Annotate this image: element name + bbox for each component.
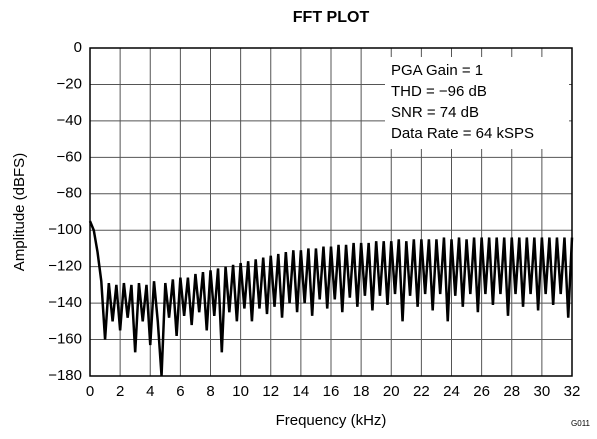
y-tick-label: −60 [57, 148, 82, 165]
y-tick-label: −140 [48, 294, 82, 311]
annotation-box [385, 57, 569, 149]
x-tick-label: 26 [473, 383, 490, 400]
x-tick-label: 30 [534, 383, 551, 400]
annotation: PGA Gain = 1 [391, 62, 483, 79]
data-line [88, 220, 574, 377]
annotation: Data Rate = 64 kSPS [391, 125, 534, 142]
annotation: THD = −96 dB [391, 83, 487, 100]
x-tick-label: 4 [146, 383, 154, 400]
y-tick-label: −160 [48, 331, 82, 348]
y-tick-label: −100 [48, 221, 82, 238]
x-tick-label: 22 [413, 383, 430, 400]
x-tick-label: 28 [503, 383, 520, 400]
x-tick-label: 6 [176, 383, 184, 400]
x-tick-label: 12 [262, 383, 279, 400]
plot-frame [89, 47, 573, 377]
x-tick-label: 18 [353, 383, 370, 400]
x-tick-label: 8 [206, 383, 214, 400]
y-tick-label: 0 [74, 39, 82, 56]
x-tick-label: 10 [232, 383, 249, 400]
y-tick-label: −80 [57, 185, 82, 202]
y-tick-label: −120 [48, 258, 82, 275]
y-tick-label: −180 [48, 367, 82, 384]
x-tick-label: 32 [564, 383, 581, 400]
x-tick-label: 14 [293, 383, 310, 400]
chart-title: FFT PLOT [293, 9, 370, 26]
y-tick-label: −20 [57, 75, 82, 92]
y-axis-label: Amplitude (dBFS) [11, 153, 28, 271]
x-tick-label: 16 [323, 383, 340, 400]
x-tick-label: 0 [86, 383, 94, 400]
x-tick-label: 24 [443, 383, 460, 400]
figure-id: G011 [571, 419, 591, 428]
y-tick-label: −40 [57, 112, 82, 129]
x-tick-label: 20 [383, 383, 400, 400]
x-axis-label: Frequency (kHz) [276, 412, 387, 429]
x-tick-label: 2 [116, 383, 124, 400]
annotation: SNR = 74 dB [391, 104, 479, 121]
